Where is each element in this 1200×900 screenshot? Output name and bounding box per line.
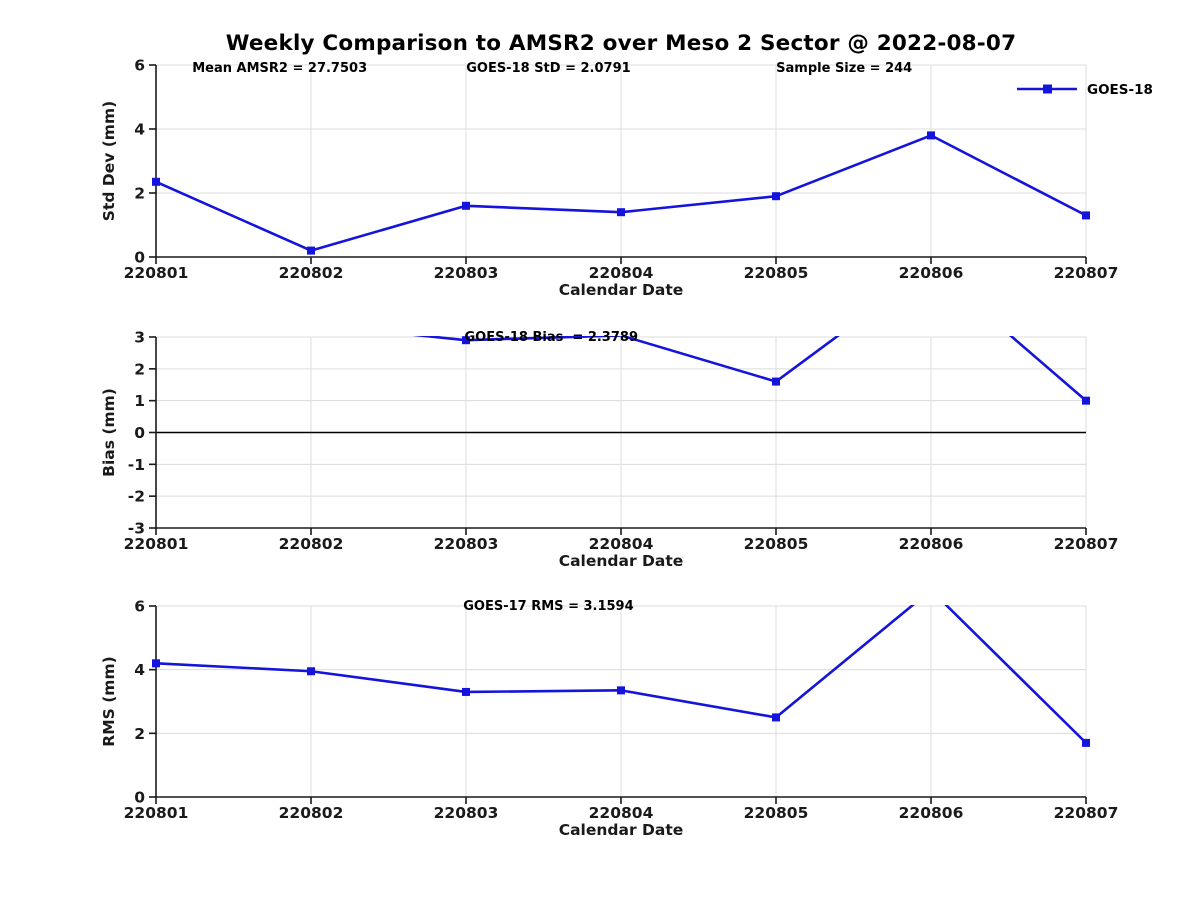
subplot-bias-mm-: -3 -2 -1 0 1 2 3 220801 220802 220803 220804 220805… xyxy=(100,329,1119,571)
x-axis-label: Calendar Date xyxy=(559,821,684,839)
chart-title: Weekly Comparison to AMSR2 over Meso 2 S… xyxy=(225,31,1017,56)
y-tick-label: 3 xyxy=(134,329,145,347)
y-tick-label: -3 xyxy=(128,520,145,538)
data-point-marker xyxy=(1082,396,1090,405)
y-tick-label: 0 xyxy=(134,249,145,267)
x-tick-label: 220801 xyxy=(124,264,189,282)
x-tick-label: 220803 xyxy=(434,804,499,822)
annotation: GOES-17 RMS = 3.1594 xyxy=(463,599,633,614)
x-tick-label: 220807 xyxy=(1054,804,1119,822)
x-tick-label: 220804 xyxy=(589,535,654,553)
x-tick-label: 220806 xyxy=(899,535,964,553)
x-axis-label: Calendar Date xyxy=(559,281,684,299)
data-point-marker xyxy=(772,377,780,386)
data-point-marker xyxy=(772,713,780,722)
x-tick-label: 220803 xyxy=(434,264,499,282)
annotation: Mean AMSR2 = 27.7503 xyxy=(192,61,367,76)
x-tick-label: 220801 xyxy=(124,535,189,553)
data-point-marker xyxy=(462,687,470,696)
data-point-marker xyxy=(1082,738,1090,747)
annotation: Sample Size = 244 xyxy=(776,61,912,76)
x-tick-label: 220807 xyxy=(1054,535,1119,553)
data-point-marker xyxy=(1082,211,1090,220)
x-tick-label: 220803 xyxy=(434,535,499,553)
y-tick-label: 0 xyxy=(134,424,145,442)
data-point-marker xyxy=(462,336,470,345)
data-point-marker xyxy=(462,201,470,210)
y-tick-label: -1 xyxy=(128,456,145,474)
y-tick-label: -2 xyxy=(128,488,145,506)
legend-label: GOES-18 xyxy=(1087,82,1153,98)
x-axis-label: Calendar Date xyxy=(559,552,684,570)
y-tick-label: 0 xyxy=(134,789,145,807)
x-tick-label: 220802 xyxy=(279,804,344,822)
x-tick-label: 220804 xyxy=(589,264,654,282)
y-tick-label: 6 xyxy=(134,57,145,75)
y-tick-label: 2 xyxy=(134,725,145,743)
x-tick-label: 220805 xyxy=(744,535,809,553)
data-point-marker xyxy=(772,192,780,201)
x-tick-label: 220801 xyxy=(124,804,189,822)
data-point-marker xyxy=(617,686,625,695)
annotation: GOES-18 StD = 2.0791 xyxy=(466,61,630,76)
data-point-marker xyxy=(927,131,935,140)
y-tick-label: 6 xyxy=(134,598,145,616)
y-tick-label: 2 xyxy=(134,185,145,203)
data-point-marker xyxy=(152,177,160,186)
subplot-std-dev-mm-: 0 2 4 6 220801 220802 220803 220804 220805 220806… xyxy=(100,57,1153,300)
y-axis-label: RMS (mm) xyxy=(100,656,118,746)
x-tick-label: 220805 xyxy=(744,264,809,282)
x-tick-label: 220805 xyxy=(744,804,809,822)
data-point-marker xyxy=(152,659,160,668)
y-axis-label: Bias (mm) xyxy=(100,388,118,477)
x-tick-label: 220806 xyxy=(899,804,964,822)
y-tick-label: 4 xyxy=(134,661,145,679)
annotation: GOES-18 Bias = 2.3789 xyxy=(465,330,639,345)
legend-marker xyxy=(1043,84,1052,94)
y-tick-label: 2 xyxy=(134,360,145,378)
x-tick-label: 220806 xyxy=(899,264,964,282)
x-tick-label: 220807 xyxy=(1054,264,1119,282)
data-point-marker xyxy=(307,667,315,676)
y-tick-label: 4 xyxy=(134,121,145,139)
y-tick-label: 1 xyxy=(134,392,145,410)
y-axis-label: Std Dev (mm) xyxy=(100,101,118,221)
x-tick-label: 220802 xyxy=(279,535,344,553)
data-point-marker xyxy=(307,246,315,255)
x-tick-label: 220804 xyxy=(589,804,654,822)
subplot-rms-mm-: 0 2 4 6 220801 220802 220803 220804 220805 220806… xyxy=(100,598,1119,840)
data-point-marker xyxy=(617,208,625,217)
x-tick-label: 220802 xyxy=(279,264,344,282)
